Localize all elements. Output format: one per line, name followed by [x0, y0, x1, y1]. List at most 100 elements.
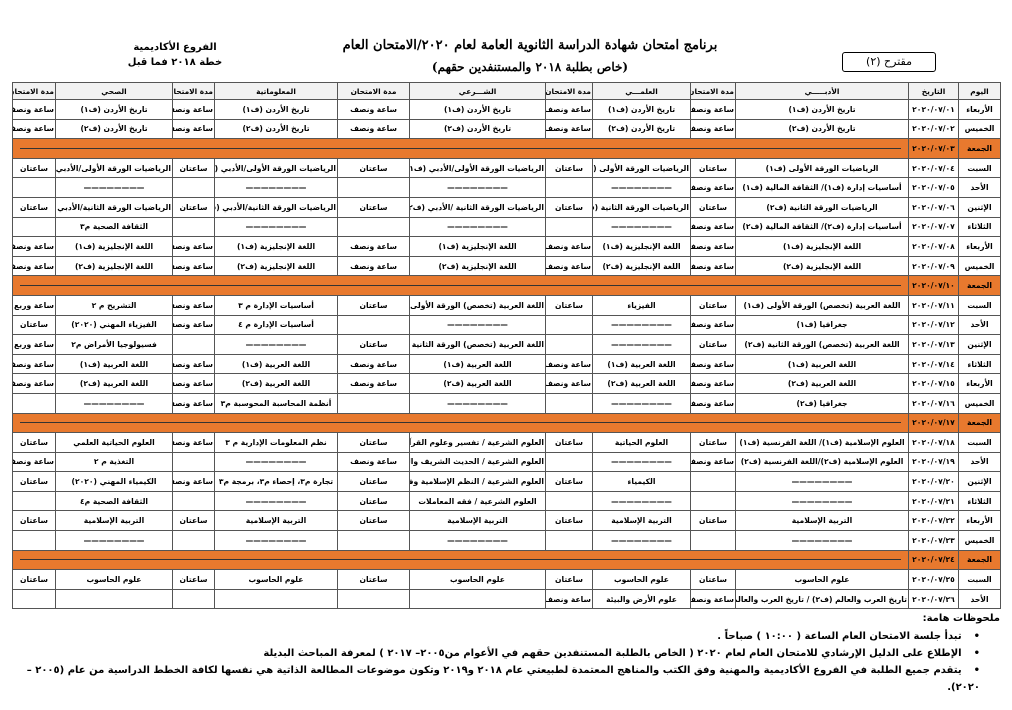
cell: الجمعة — [958, 138, 1001, 159]
cell: اللغة العربية (ف١) — [735, 353, 909, 375]
table-row: الأحد ٢٠٢٠/٠٧/٢٦ تاريخ العرب والعالم (ف٢) … — [12, 588, 1001, 610]
table-row: الإثنين ٢٠٢٠/٠٧/٠٦ الرياضيات الورقة الثاني… — [12, 196, 1001, 218]
cell: ساعة ونصف — [337, 353, 410, 375]
cell: ساعة ونصف — [172, 294, 215, 316]
cell: ساعتان — [12, 196, 56, 218]
cell: السبت — [958, 432, 1001, 453]
cell: ساعة ونصف — [545, 373, 593, 394]
cell: ٢٠٢٠/٠٧/١٠ — [908, 275, 959, 296]
cell: ٢٠٢٠/٠٧/١٢ — [908, 314, 959, 336]
cell: ساعة ونصف — [690, 588, 736, 610]
table-row: الأحد ٢٠٢٠/٠٧/١٩ العلوم الإسلامية (ف٢)/الل… — [12, 451, 1001, 473]
cell — [545, 392, 593, 414]
cell: ساعة ونصف — [690, 236, 736, 257]
cell: فسيولوجيا الأمراض م٢ — [55, 334, 173, 355]
cell: ٢٠٢٠/٠٧/٠٧ — [908, 216, 959, 238]
title: برنامج امتحان شهادة الدراسة الثانوية الع… — [342, 38, 718, 53]
cell — [12, 392, 56, 414]
cell: التربية الإسلامية — [735, 510, 909, 532]
cell: ساعتان — [690, 510, 736, 532]
cell — [545, 451, 593, 473]
cell: التغذية م ٢ — [55, 451, 173, 473]
cell: اللغة العربية (ف٢) — [409, 373, 546, 394]
cell: ساعة ونصف — [337, 99, 410, 120]
cell: ساعة ونصف — [172, 255, 215, 277]
column-header: الأدبـــــي — [735, 82, 909, 100]
cell: ٢٠٢٠/٠٧/٢١ — [908, 490, 959, 512]
cell: أساسيات إدارة (ف٢)/ الثقافة المالية (ف٢) — [735, 216, 909, 238]
cell: اللغة الإنجليزية (ف١) — [409, 236, 546, 257]
cell: الأحد — [958, 314, 1001, 336]
cell: ساعة ونصف — [12, 353, 56, 375]
cell: العلوم الإسلامية (ف٢)/اللغة الفرنسية (ف٢… — [735, 451, 909, 473]
table-row: الثلاثاء ٢٠٢٠/٠٧/١٤ اللغة العربية (ف١) ساعة… — [12, 353, 1001, 375]
cell: ساعتان — [12, 569, 56, 590]
cell: ساعة ونصف — [545, 588, 593, 610]
cell: اللغة الإنجليزية (ف١) — [55, 236, 173, 257]
cell: اللغة الإنجليزية (ف٢) — [214, 255, 338, 277]
cell: أساسيات الإدارة م ٣ — [214, 294, 338, 316]
cell: اللغة العربية (ف٢) — [55, 373, 173, 394]
cell: ساعتان — [172, 510, 215, 532]
cell — [172, 490, 215, 512]
cell — [545, 530, 593, 551]
cell: ساعتان — [337, 334, 410, 355]
cell: ساعتان — [12, 157, 56, 179]
cell: الثلاثاء — [958, 353, 1001, 375]
cell — [172, 588, 215, 610]
cell: تجارة م٣، إحصاء م٣، برمجة م٣ — [214, 471, 338, 492]
cell: ساعة ونصف — [172, 314, 215, 336]
cell: ———————— — [409, 314, 546, 336]
cell: تاريخ الأردن (ف١) — [55, 99, 173, 120]
column-header: المعلوماتية — [214, 82, 338, 100]
cell — [690, 530, 736, 551]
cell: ———————— — [214, 177, 338, 198]
note-item: الإطلاع على الدليل الإرشادي للامتحان الع… — [20, 645, 980, 662]
cell: الخميس — [958, 255, 1001, 277]
cell — [214, 588, 338, 610]
table-row: الخميس ٢٠٢٠/٠٧/٠٢ تاريخ الأردن (ف٢) ساعة ون… — [12, 118, 1001, 140]
cell: اللغة العربية (ف٢) — [735, 373, 909, 394]
cell: ساعة ونصف — [690, 118, 736, 140]
cell: العلوم الشرعية / الحديث الشريف والسيرة ا… — [409, 451, 546, 473]
cell: ٢٠٢٠/٠٧/٠٦ — [908, 196, 959, 218]
cell: ساعتان — [545, 471, 593, 492]
cell: ساعة ونصف — [12, 118, 56, 140]
cell: الرياضيات الورقة الثانية /الأدبي (ف٢) — [409, 196, 546, 218]
cell — [337, 314, 410, 336]
cell: اللغة العربية (تخصص) الورقة الثانية (ف٢) — [409, 334, 546, 355]
cell: الإثنين — [958, 334, 1001, 355]
cell: اللغة العربية (ف١) — [55, 353, 173, 375]
cell: ٢٠٢٠/٠٧/١٤ — [908, 353, 959, 375]
cell: ٢٠٢٠/٠٧/٢٦ — [908, 588, 959, 610]
cell — [545, 334, 593, 355]
cell — [172, 177, 215, 198]
cell: ساعة ونصف — [12, 255, 56, 277]
branch: الفروع الأكاديمية — [133, 42, 217, 53]
cell: ساعتان — [545, 157, 593, 179]
cell: الأحد — [958, 177, 1001, 198]
cell: ساعة ونصف — [690, 392, 736, 414]
cell: ساعة ونصف — [172, 392, 215, 414]
subtitle: (خاص بطلبة ٢٠١٨ والمستنفدين حقهم) — [431, 60, 629, 74]
cell — [55, 588, 173, 610]
cell: ———————— — [55, 530, 173, 551]
cell — [545, 490, 593, 512]
schedule-table: اليوم التاريخ الأدبـــــي مدة الامتحان العلم… — [12, 82, 1001, 610]
cell: ساعة ونصف — [172, 118, 215, 140]
cell: الرياضيات الورقة الثانية (ف٢) — [592, 196, 691, 218]
cell: أساسيات الإدارة م ٤ — [214, 314, 338, 336]
cell: علوم الأرض والبيئة — [592, 588, 691, 610]
cell: ساعة ونصف — [337, 118, 410, 140]
cell: ٢٠٢٠/٠٧/٠٤ — [908, 157, 959, 179]
cell: ساعة ونصف — [690, 451, 736, 473]
cell — [12, 490, 56, 512]
cell: ساعة ونصف — [690, 177, 736, 198]
table-row: الخميس ٢٠٢٠/٠٧/١٦ جغرافيا (ف٢) ساعة ونصف ———… — [12, 392, 1001, 414]
proposal: مقترح (٢) — [842, 52, 936, 72]
table-row: السبت ٢٠٢٠/٠٧/٢٥ علوم الحاسوب ساعتان علوم ال… — [12, 569, 1001, 590]
cell: ———————— — [592, 216, 691, 238]
cell: ساعة ونصف — [12, 236, 56, 257]
cell: ٢٠٢٠/٠٧/١٧ — [908, 412, 959, 434]
